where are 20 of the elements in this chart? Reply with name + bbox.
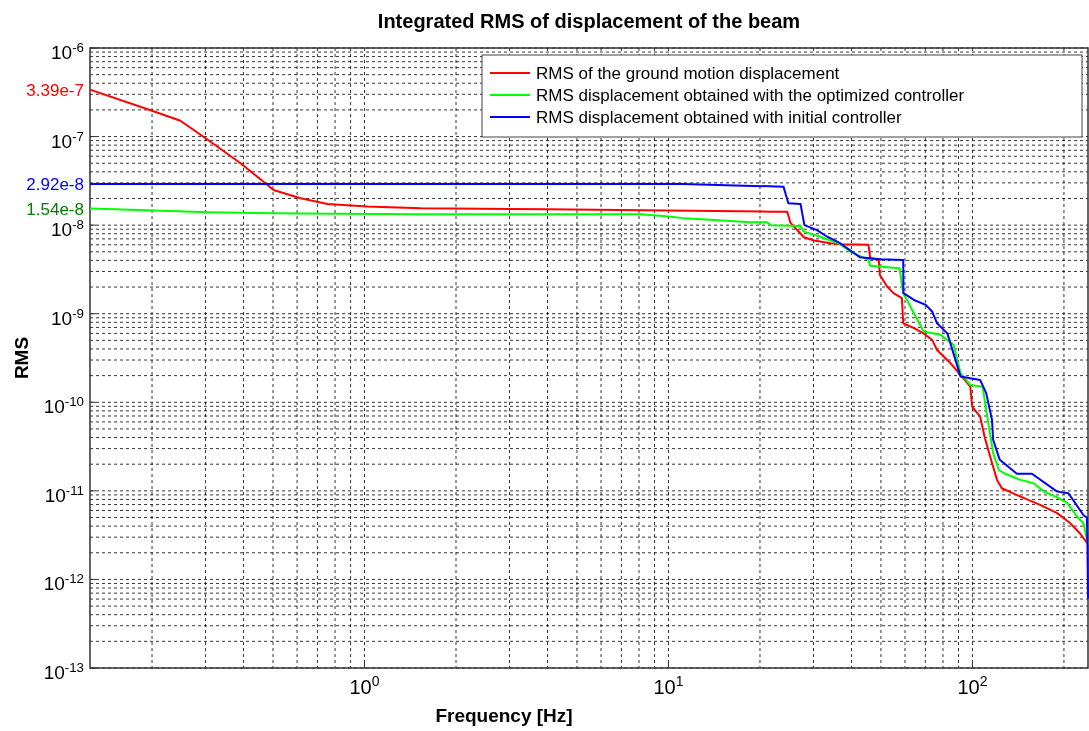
x-tick-label: 10$^{2}$ xyxy=(957,673,988,698)
x-tick-label: 10$^{1}$ xyxy=(653,673,684,698)
x-axis-title: Frequency [Hz] xyxy=(435,705,573,726)
x-tick-label: 10$^{0}$ xyxy=(349,673,380,698)
y-tick-label: 10$^{-10}$ xyxy=(43,393,84,418)
text: 3.39e-7 xyxy=(26,80,84,100)
y-tick-label: 10$^{-9}$ xyxy=(51,305,84,329)
legend-label: RMS displacement obtained with initial controller xyxy=(536,108,903,127)
y-tick-label: 10$^{-8}$ xyxy=(51,216,84,241)
y-tick-label: 10$^{-7}$ xyxy=(51,128,84,152)
chart-title: Integrated RMS of displacement of the beam xyxy=(377,10,801,32)
legend-label: RMS of the ground motion displacement xyxy=(536,64,840,83)
legend-label: RMS displacement obtained with the optimized controller xyxy=(536,86,965,105)
y-tick-label: 10$^{-12}$ xyxy=(43,570,84,595)
y-tick-label: 10$^{-13}$ xyxy=(43,659,84,683)
y-axis-title: RMS xyxy=(11,336,32,380)
y-tick-label: 10$^{-11}$ xyxy=(44,482,84,506)
text: 2.92e-8 xyxy=(26,174,84,194)
text: 1.54e-8 xyxy=(26,199,84,219)
y-tick-label: 10$^{-6}$ xyxy=(51,39,84,63)
